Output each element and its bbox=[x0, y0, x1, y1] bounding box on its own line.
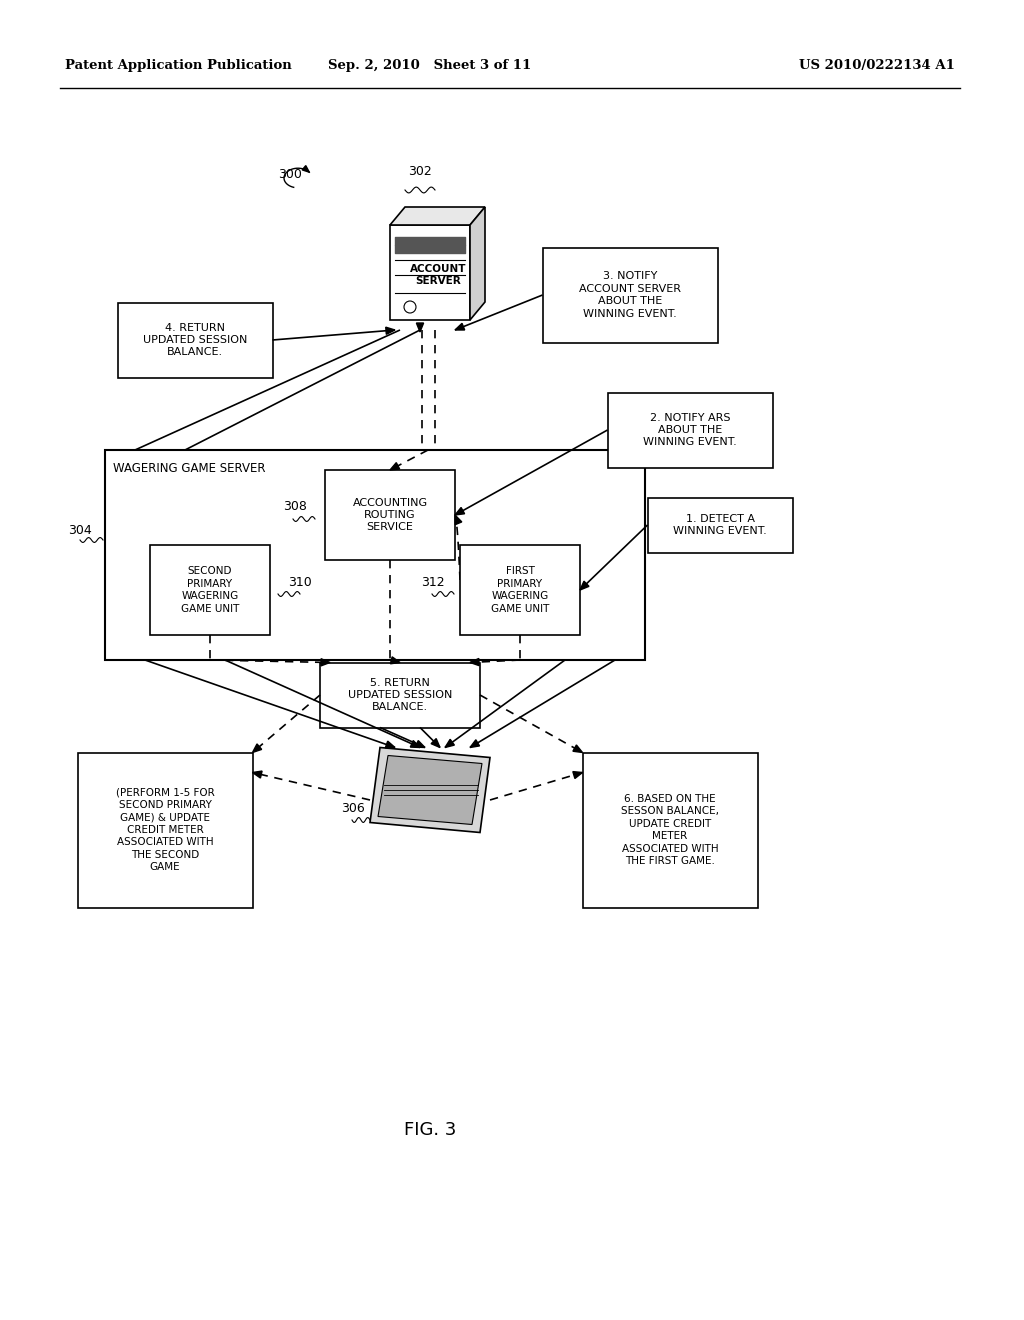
FancyBboxPatch shape bbox=[78, 752, 253, 908]
Polygon shape bbox=[390, 462, 399, 470]
Polygon shape bbox=[470, 659, 479, 665]
Polygon shape bbox=[580, 581, 589, 590]
Polygon shape bbox=[370, 747, 490, 833]
Text: (PERFORM 1-5 FOR
SECOND PRIMARY
GAME) & UPDATE
CREDIT METER
ASSOCIATED WITH
THE : (PERFORM 1-5 FOR SECOND PRIMARY GAME) & … bbox=[116, 788, 214, 873]
Polygon shape bbox=[378, 755, 482, 825]
Text: 310: 310 bbox=[288, 576, 311, 589]
Text: 4. RETURN
UPDATED SESSION
BALANCE.: 4. RETURN UPDATED SESSION BALANCE. bbox=[142, 322, 247, 358]
Polygon shape bbox=[385, 741, 395, 748]
Text: 2. NOTIFY ARS
ABOUT THE
WINNING EVENT.: 2. NOTIFY ARS ABOUT THE WINNING EVENT. bbox=[643, 413, 737, 447]
FancyBboxPatch shape bbox=[647, 498, 793, 553]
Text: 302: 302 bbox=[409, 165, 432, 178]
Text: 306: 306 bbox=[341, 801, 365, 814]
Polygon shape bbox=[470, 739, 479, 747]
Text: 6. BASED ON THE
SESSON BALANCE,
UPDATE CREDIT
METER
ASSOCIATED WITH
THE FIRST GA: 6. BASED ON THE SESSON BALANCE, UPDATE C… bbox=[621, 795, 719, 866]
Polygon shape bbox=[417, 323, 424, 333]
Text: ACCOUNT
SERVER: ACCOUNT SERVER bbox=[410, 264, 466, 286]
FancyBboxPatch shape bbox=[583, 752, 758, 908]
Polygon shape bbox=[416, 741, 425, 747]
Text: Sep. 2, 2010   Sheet 3 of 11: Sep. 2, 2010 Sheet 3 of 11 bbox=[329, 58, 531, 71]
Text: ACCOUNTING
ROUTING
SERVICE: ACCOUNTING ROUTING SERVICE bbox=[352, 498, 428, 532]
FancyBboxPatch shape bbox=[319, 663, 480, 727]
Text: 312: 312 bbox=[421, 576, 445, 589]
Polygon shape bbox=[386, 327, 395, 334]
Polygon shape bbox=[321, 659, 330, 665]
Text: 300: 300 bbox=[278, 169, 302, 181]
FancyBboxPatch shape bbox=[607, 392, 772, 467]
Polygon shape bbox=[572, 744, 583, 752]
Polygon shape bbox=[253, 744, 262, 752]
FancyBboxPatch shape bbox=[325, 470, 455, 560]
Polygon shape bbox=[390, 224, 470, 319]
Polygon shape bbox=[470, 207, 485, 319]
Text: WAGERING GAME SERVER: WAGERING GAME SERVER bbox=[113, 462, 265, 475]
FancyBboxPatch shape bbox=[150, 545, 270, 635]
Polygon shape bbox=[390, 207, 485, 224]
Text: 5. RETURN
UPDATED SESSION
BALANCE.: 5. RETURN UPDATED SESSION BALANCE. bbox=[348, 677, 453, 713]
Polygon shape bbox=[431, 739, 440, 747]
Polygon shape bbox=[455, 507, 465, 515]
Text: 3. NOTIFY
ACCOUNT SERVER
ABOUT THE
WINNING EVENT.: 3. NOTIFY ACCOUNT SERVER ABOUT THE WINNI… bbox=[579, 272, 681, 318]
FancyBboxPatch shape bbox=[543, 248, 718, 342]
Text: SECOND
PRIMARY
WAGERING
GAME UNIT: SECOND PRIMARY WAGERING GAME UNIT bbox=[181, 566, 240, 614]
Text: Patent Application Publication: Patent Application Publication bbox=[65, 58, 292, 71]
Text: 308: 308 bbox=[283, 500, 307, 513]
FancyBboxPatch shape bbox=[105, 450, 645, 660]
Polygon shape bbox=[411, 741, 420, 747]
Text: 304: 304 bbox=[69, 524, 92, 536]
Polygon shape bbox=[455, 323, 465, 330]
Polygon shape bbox=[302, 165, 309, 172]
Text: FIG. 3: FIG. 3 bbox=[403, 1121, 456, 1139]
Polygon shape bbox=[445, 739, 455, 747]
Polygon shape bbox=[390, 657, 400, 664]
Text: US 2010/0222134 A1: US 2010/0222134 A1 bbox=[799, 58, 955, 71]
Text: FIRST
PRIMARY
WAGERING
GAME UNIT: FIRST PRIMARY WAGERING GAME UNIT bbox=[490, 566, 549, 614]
FancyBboxPatch shape bbox=[118, 302, 272, 378]
Text: 1. DETECT A
WINNING EVENT.: 1. DETECT A WINNING EVENT. bbox=[673, 513, 767, 536]
Polygon shape bbox=[455, 515, 462, 524]
FancyBboxPatch shape bbox=[460, 545, 580, 635]
Polygon shape bbox=[572, 772, 583, 779]
Polygon shape bbox=[253, 771, 262, 777]
